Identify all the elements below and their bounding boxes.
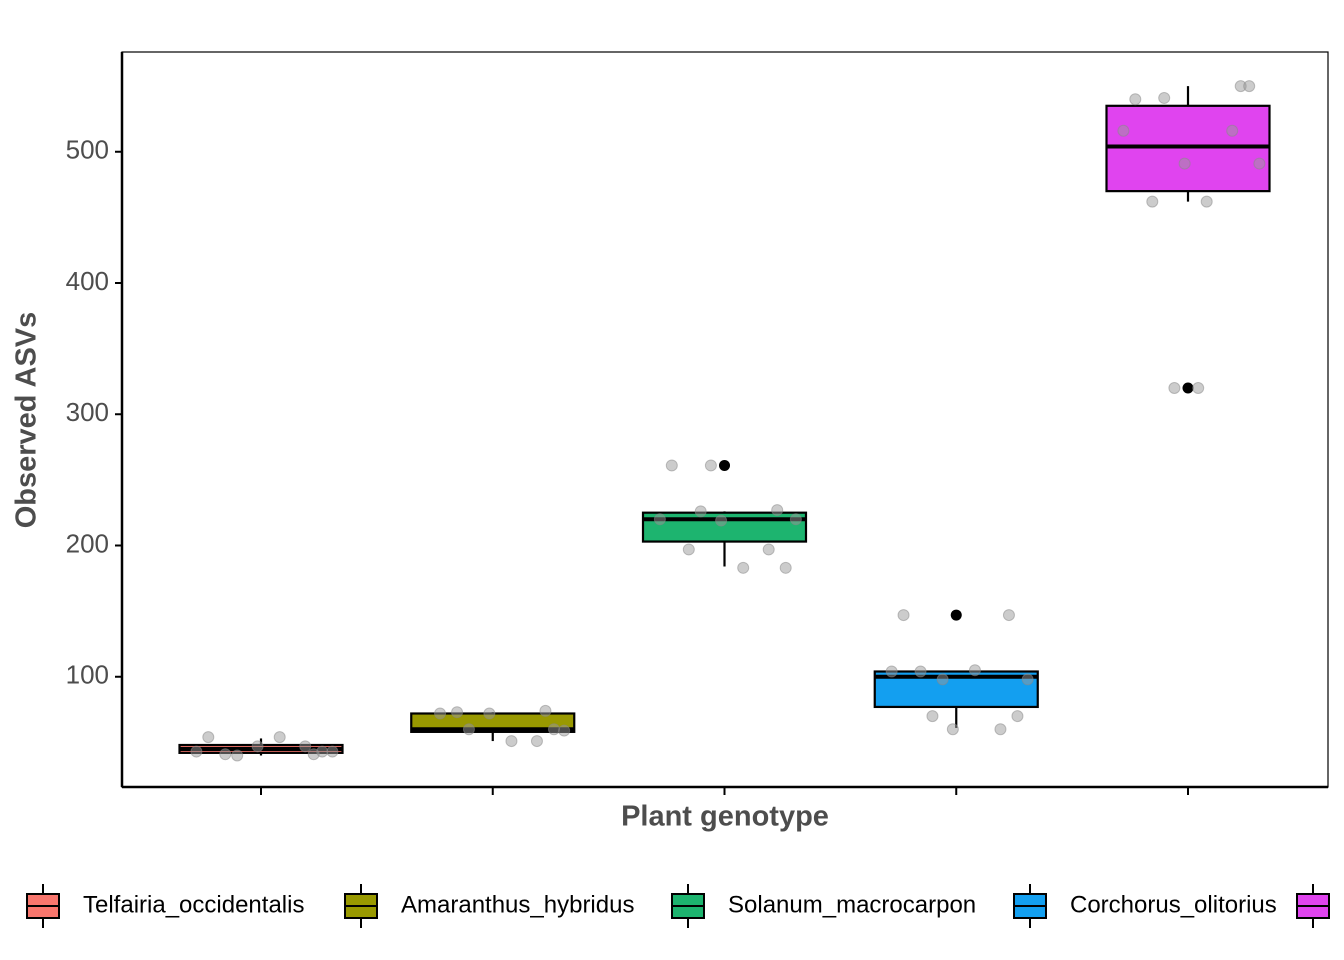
y-tick-label: 200 (66, 528, 109, 558)
jitter-point (1011, 710, 1024, 723)
x-axis-title: Plant genotype (621, 801, 829, 833)
y-tick-label: 300 (66, 397, 109, 427)
legend-label: Telfairia_occidentalis (83, 891, 304, 918)
jitter-point (1243, 80, 1256, 93)
jitter-point (273, 731, 286, 744)
jitter-point (779, 561, 792, 574)
jitter-point (1129, 93, 1142, 106)
y-tick-label: 100 (66, 660, 109, 690)
jitter-point (946, 723, 959, 736)
jitter-point (789, 513, 802, 526)
jitter-point (704, 459, 717, 472)
jitter-point (771, 504, 784, 517)
jitter-point (1168, 382, 1181, 394)
jitter-point (434, 707, 447, 720)
jitter-point (914, 665, 927, 678)
jitter-point (539, 704, 552, 717)
legend-label: Corchorus_olitorius (1070, 891, 1277, 918)
jitter-point (1021, 673, 1034, 686)
jitter-point (1002, 609, 1015, 622)
jitter-point (926, 710, 939, 723)
jitter-point (1158, 91, 1171, 104)
jitter-point (251, 740, 264, 753)
jitter-point (219, 748, 232, 761)
jitter-point (316, 745, 329, 758)
jitter-point (558, 724, 571, 737)
jitter-point (1117, 124, 1130, 137)
jitter-point (326, 745, 339, 758)
jitter-point (1253, 157, 1266, 170)
jitter-point (483, 707, 496, 720)
jitter-point (190, 745, 203, 758)
jitter-point (682, 543, 695, 556)
jitter-point (885, 665, 898, 678)
y-tick-label: 500 (66, 135, 109, 165)
jitter-point (202, 731, 215, 744)
jitter-point (530, 735, 543, 748)
jitter-point (715, 514, 728, 527)
jitter-point (1200, 195, 1213, 208)
outlier (1182, 382, 1194, 394)
legend-label: Amaranthus_hybridus (401, 891, 634, 918)
jitter-point (897, 609, 910, 622)
jitter-point (968, 664, 981, 677)
jitter-point (762, 543, 775, 556)
legend-label: Solanum_macrocarpon (728, 891, 976, 918)
jitter-point (1178, 157, 1191, 170)
jitter-point (462, 723, 475, 736)
jitter-point (737, 561, 750, 574)
jitter-point (299, 740, 312, 753)
outlier (950, 609, 962, 621)
jitter-point (451, 706, 464, 719)
jitter-point (505, 735, 518, 748)
jitter-point (1146, 195, 1159, 208)
jitter-point (547, 723, 560, 736)
jitter-point (653, 513, 666, 526)
y-axis-title: Observed ASVs (11, 312, 43, 529)
jitter-point (1226, 124, 1239, 137)
jitter-point (1192, 382, 1205, 394)
outlier (719, 459, 730, 471)
jitter-point (665, 459, 678, 472)
y-tick-label: 400 (66, 266, 109, 296)
jitter-point (231, 749, 244, 762)
jitter-point (936, 673, 949, 686)
jitter-point (994, 723, 1007, 736)
jitter-point (694, 505, 707, 518)
